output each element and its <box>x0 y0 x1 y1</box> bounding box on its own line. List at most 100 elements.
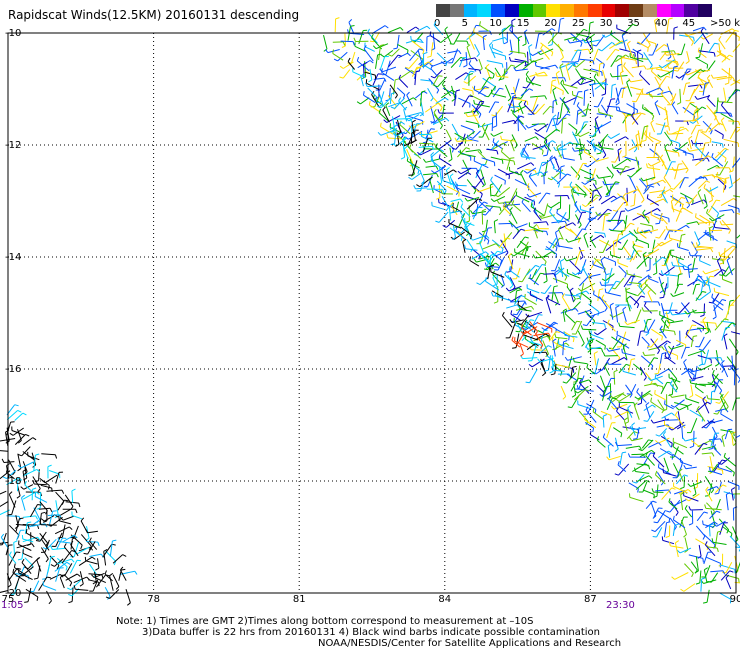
wind-barb <box>615 87 620 104</box>
wind-barb <box>614 448 619 452</box>
wind-barb <box>501 63 504 68</box>
wind-barb <box>449 173 454 177</box>
wind-barb <box>719 209 733 212</box>
wind-barb <box>472 186 483 195</box>
wind-barb <box>679 88 682 103</box>
wind-barb <box>411 119 416 123</box>
wind-barb <box>637 49 642 52</box>
wind-barb <box>720 320 734 324</box>
wind-barb <box>391 48 400 57</box>
wind-barb <box>542 28 552 36</box>
wind-barb <box>495 243 500 247</box>
wind-barb <box>450 201 454 206</box>
legend-label: 15 <box>516 18 530 29</box>
wind-barb <box>620 58 623 72</box>
wind-barb <box>71 488 76 492</box>
wind-barb <box>531 268 538 279</box>
wind-barb <box>633 244 644 249</box>
wind-barb <box>664 345 672 360</box>
wind-barb <box>562 396 567 400</box>
wind-barb <box>598 196 602 201</box>
wind-barb <box>448 206 452 221</box>
wind-barb <box>36 524 40 530</box>
wind-barb <box>37 504 42 506</box>
wind-barb <box>590 141 596 152</box>
wind-barb <box>492 277 498 289</box>
wind-barb <box>640 283 643 288</box>
wind-barb <box>725 177 730 179</box>
wind-barb <box>325 49 329 53</box>
wind-barb <box>733 365 736 370</box>
wind-barb <box>596 439 606 448</box>
wind-barb <box>512 224 517 229</box>
wind-barb <box>526 183 530 188</box>
wind-barb <box>690 481 703 487</box>
wind-barb <box>95 577 107 584</box>
wind-barb <box>719 53 731 61</box>
wind-barb <box>592 427 595 433</box>
wind-barb <box>644 130 647 135</box>
wind-barb <box>393 47 398 50</box>
wind-barb <box>635 480 647 490</box>
wind-barb <box>601 34 606 38</box>
wind-barb <box>642 251 647 255</box>
legend-swatch <box>615 4 630 17</box>
wind-barb <box>507 203 512 206</box>
wind-barb <box>662 256 667 260</box>
wind-barb <box>367 87 378 99</box>
wind-barb <box>448 222 462 229</box>
wind-barb <box>625 445 640 449</box>
wind-barb <box>41 453 56 456</box>
wind-barb <box>600 257 605 261</box>
wind-barb <box>511 336 514 341</box>
wind-barb <box>431 205 445 210</box>
wind-barb <box>335 17 340 20</box>
wind-barb <box>690 124 697 135</box>
wind-barb <box>380 122 382 127</box>
wind-barb <box>494 194 499 198</box>
legend-swatch <box>684 4 699 17</box>
wind-barb <box>552 338 557 342</box>
wind-barb <box>353 37 356 42</box>
wind-barb <box>551 28 556 32</box>
wind-barb <box>411 122 415 135</box>
wind-barb <box>664 355 676 365</box>
wind-barb <box>495 295 511 302</box>
wind-barb <box>470 235 473 240</box>
wind-barb <box>697 231 709 241</box>
wind-barb <box>705 544 716 557</box>
wind-barb <box>707 155 712 159</box>
wind-barb <box>532 145 545 150</box>
wind-barb <box>707 382 712 384</box>
wind-barb <box>710 433 716 447</box>
wind-barb <box>627 273 642 278</box>
wind-barb <box>622 196 629 206</box>
wind-barb <box>481 157 495 163</box>
wind-barb <box>559 166 562 180</box>
wind-barb <box>699 570 702 583</box>
wind-barb <box>686 204 690 209</box>
wind-barb <box>729 299 735 302</box>
wind-barb <box>44 539 50 553</box>
wind-barb <box>479 239 483 243</box>
wind-barb <box>598 175 611 179</box>
wind-barb <box>381 68 383 73</box>
wind-barb <box>642 107 654 115</box>
wind-barb <box>406 94 413 107</box>
wind-barb <box>343 61 354 69</box>
wind-barb <box>627 158 631 162</box>
wind-barb <box>620 70 624 74</box>
wind-barb <box>600 195 614 205</box>
wind-barb <box>720 570 731 581</box>
wind-barb <box>419 38 423 43</box>
wind-barb <box>528 44 533 48</box>
wind-barb <box>680 192 694 201</box>
wind-barb <box>680 461 693 467</box>
wind-barb <box>480 193 483 198</box>
wind-barb <box>363 45 367 50</box>
wind-barb <box>401 121 405 125</box>
wind-barb <box>378 92 384 105</box>
wind-barb <box>485 63 490 68</box>
wind-barb <box>617 211 622 225</box>
wind-barb <box>55 500 59 516</box>
